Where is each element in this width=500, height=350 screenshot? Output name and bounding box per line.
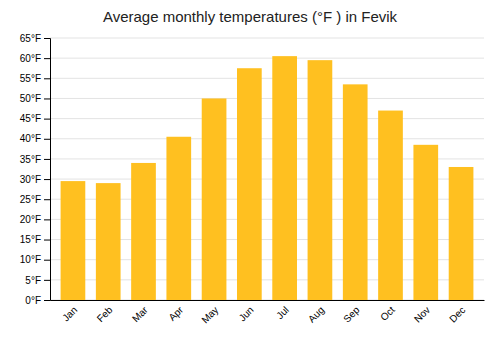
tick-label: 35°F [20,154,41,165]
tick-label: Jan [60,304,79,323]
tick: 50°F [20,93,50,104]
axis-line [51,300,485,301]
grid-line [50,98,484,99]
tick: May [199,300,220,325]
tick: Jul [274,300,291,321]
tick-label: Apr [166,304,185,323]
tick-label: 25°F [20,194,41,205]
tick: Nov [412,300,432,325]
tick-mark [44,219,50,220]
tick-label: Mar [130,304,150,324]
tick-mark [44,300,50,301]
title: Average monthly temperatures (°F ) in Fe… [103,8,398,25]
tick: 55°F [20,73,50,84]
tick-mark [44,240,50,241]
tick: 40°F [20,133,50,144]
tick-label: 20°F [20,214,41,225]
tick: Oct [378,300,397,323]
x-axis: Jan Feb Mar Apr May Jun Jul Aug Sep Oct Nov Dec [51,300,485,325]
tick-mark [44,260,50,261]
grid-line [50,118,484,119]
tick-label: Sep [341,304,362,325]
bar [237,68,262,300]
tick: 0°F [25,295,50,306]
tick-label: May [199,304,220,325]
bar [61,181,86,300]
tick: Aug [306,300,326,325]
tick: 5°F [25,275,50,286]
tick-label: 55°F [20,73,41,84]
tick-mark [44,78,50,79]
tick-mark [44,159,50,160]
tick: Jun [237,300,256,323]
tick: Apr [166,300,185,323]
chart: 0°F 5°F 10°F 15°F 20°F 25°F 30°F 35°F 40°F 45°F 50… [0,0,500,350]
tick: Mar [130,300,150,324]
tick: Jan [60,300,79,323]
tick-mark [44,139,50,140]
tick-label: 40°F [20,133,41,144]
tick: 45°F [20,113,50,124]
grid-line [50,138,484,139]
tick: 25°F [20,194,50,205]
tick-label: 50°F [20,93,41,104]
tick-label: Aug [306,304,326,324]
tick: Dec [447,300,467,325]
tick-label: Feb [95,304,115,324]
tick-label: 65°F [20,33,41,44]
bar [343,84,368,300]
tick-label: Oct [378,304,397,323]
tick: Sep [341,300,362,325]
tick-mark [44,58,50,59]
tick: 30°F [20,174,50,185]
tick-label: 0°F [25,295,41,306]
bar [96,183,121,300]
bar [166,137,191,300]
bar [272,56,297,300]
tick-label: 60°F [20,53,41,64]
tick-label: 15°F [20,234,41,245]
bar [378,111,403,300]
grid-line [50,38,484,39]
bar [202,98,227,300]
bar [131,163,156,300]
tick: 35°F [20,154,50,165]
grid [50,38,484,300]
y-axis: 0°F 5°F 10°F 15°F 20°F 25°F 30°F 35°F 40°F 45°F 50… [20,33,51,306]
bar [413,145,438,300]
grid-line [50,58,484,59]
tick: 65°F [20,33,50,44]
tick-label: Nov [412,304,432,324]
tick-label: 45°F [20,113,41,124]
tick-label: 10°F [20,254,41,265]
tick-mark [44,179,50,180]
grid-line [50,78,484,79]
tick: 10°F [20,254,50,265]
tick-label: Jul [274,304,291,321]
tick-mark [44,119,50,120]
tick-mark [44,199,50,200]
tick: 20°F [20,214,50,225]
tick-mark [44,38,50,39]
tick: 60°F [20,53,50,64]
tick-label: 5°F [25,275,41,286]
tick: Feb [95,300,115,324]
tick: 15°F [20,234,50,245]
tick-mark [44,98,50,99]
bar [449,167,474,300]
tick-label: Dec [447,304,467,324]
axis-line [44,39,51,301]
tick-label: 30°F [20,174,41,185]
bar [308,60,333,300]
tick-label: Jun [237,304,256,323]
tick-mark [44,280,50,281]
bars [61,56,474,300]
